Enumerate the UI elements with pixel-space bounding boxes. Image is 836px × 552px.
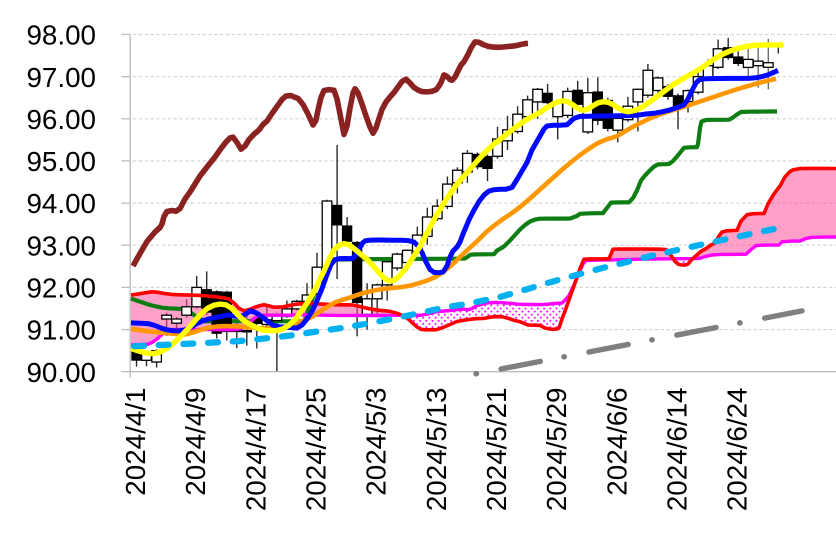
svg-text:90.00: 90.00 xyxy=(26,357,96,388)
svg-text:2024/4/9: 2024/4/9 xyxy=(180,388,211,496)
svg-text:2024/4/25: 2024/4/25 xyxy=(301,388,332,512)
svg-text:95.00: 95.00 xyxy=(26,146,96,177)
svg-text:91.00: 91.00 xyxy=(26,315,96,346)
svg-text:2024/5/29: 2024/5/29 xyxy=(541,388,572,512)
svg-text:2024/5/3: 2024/5/3 xyxy=(361,388,392,496)
svg-text:96.00: 96.00 xyxy=(26,104,96,135)
svg-text:2024/6/6: 2024/6/6 xyxy=(601,388,632,496)
svg-text:2024/6/24: 2024/6/24 xyxy=(722,388,753,512)
svg-text:2024/5/21: 2024/5/21 xyxy=(481,388,512,512)
svg-text:2024/5/13: 2024/5/13 xyxy=(421,388,452,512)
svg-text:93.00: 93.00 xyxy=(26,230,96,261)
svg-text:92.00: 92.00 xyxy=(26,273,96,304)
svg-text:2024/6/14: 2024/6/14 xyxy=(662,388,693,512)
svg-text:2024/4/1: 2024/4/1 xyxy=(120,388,151,496)
svg-text:98.00: 98.00 xyxy=(26,20,96,51)
svg-text:97.00: 97.00 xyxy=(26,62,96,93)
svg-text:94.00: 94.00 xyxy=(26,188,96,219)
svg-text:2024/4/17: 2024/4/17 xyxy=(240,388,271,512)
